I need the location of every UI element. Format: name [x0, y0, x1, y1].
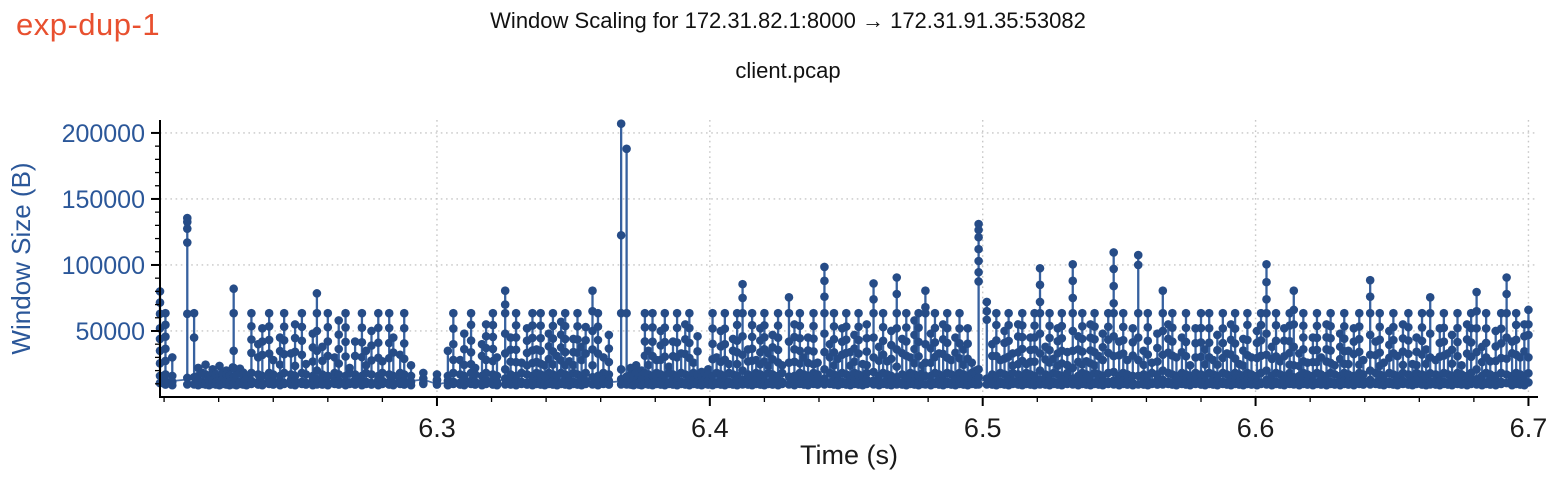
chart-subtitle: client.pcap	[735, 58, 841, 83]
x-axis-label: Time (s)	[800, 440, 898, 470]
svg-text:6.7: 6.7	[1510, 413, 1548, 443]
axis-labels: 6.3 6.4 6.5 6.6 6.7 50000 100000 150000 200000 Ti…	[6, 120, 1547, 470]
svg-text:6.4: 6.4	[691, 413, 729, 443]
svg-text:100000: 100000	[62, 252, 145, 280]
svg-text:150000: 150000	[62, 186, 145, 214]
data-series	[155, 119, 1533, 390]
svg-text:50000: 50000	[75, 318, 145, 346]
chart-title: Window Scaling for 172.31.82.1:8000 → 17…	[490, 8, 1086, 33]
figure-label: exp-dup-1	[16, 7, 161, 42]
svg-text:6.5: 6.5	[964, 413, 1002, 443]
svg-text:200000: 200000	[62, 120, 145, 148]
svg-text:6.3: 6.3	[418, 413, 456, 443]
y-axis-label: Window Size (B)	[6, 162, 36, 354]
axes	[151, 120, 1538, 406]
svg-text:6.6: 6.6	[1237, 413, 1275, 443]
